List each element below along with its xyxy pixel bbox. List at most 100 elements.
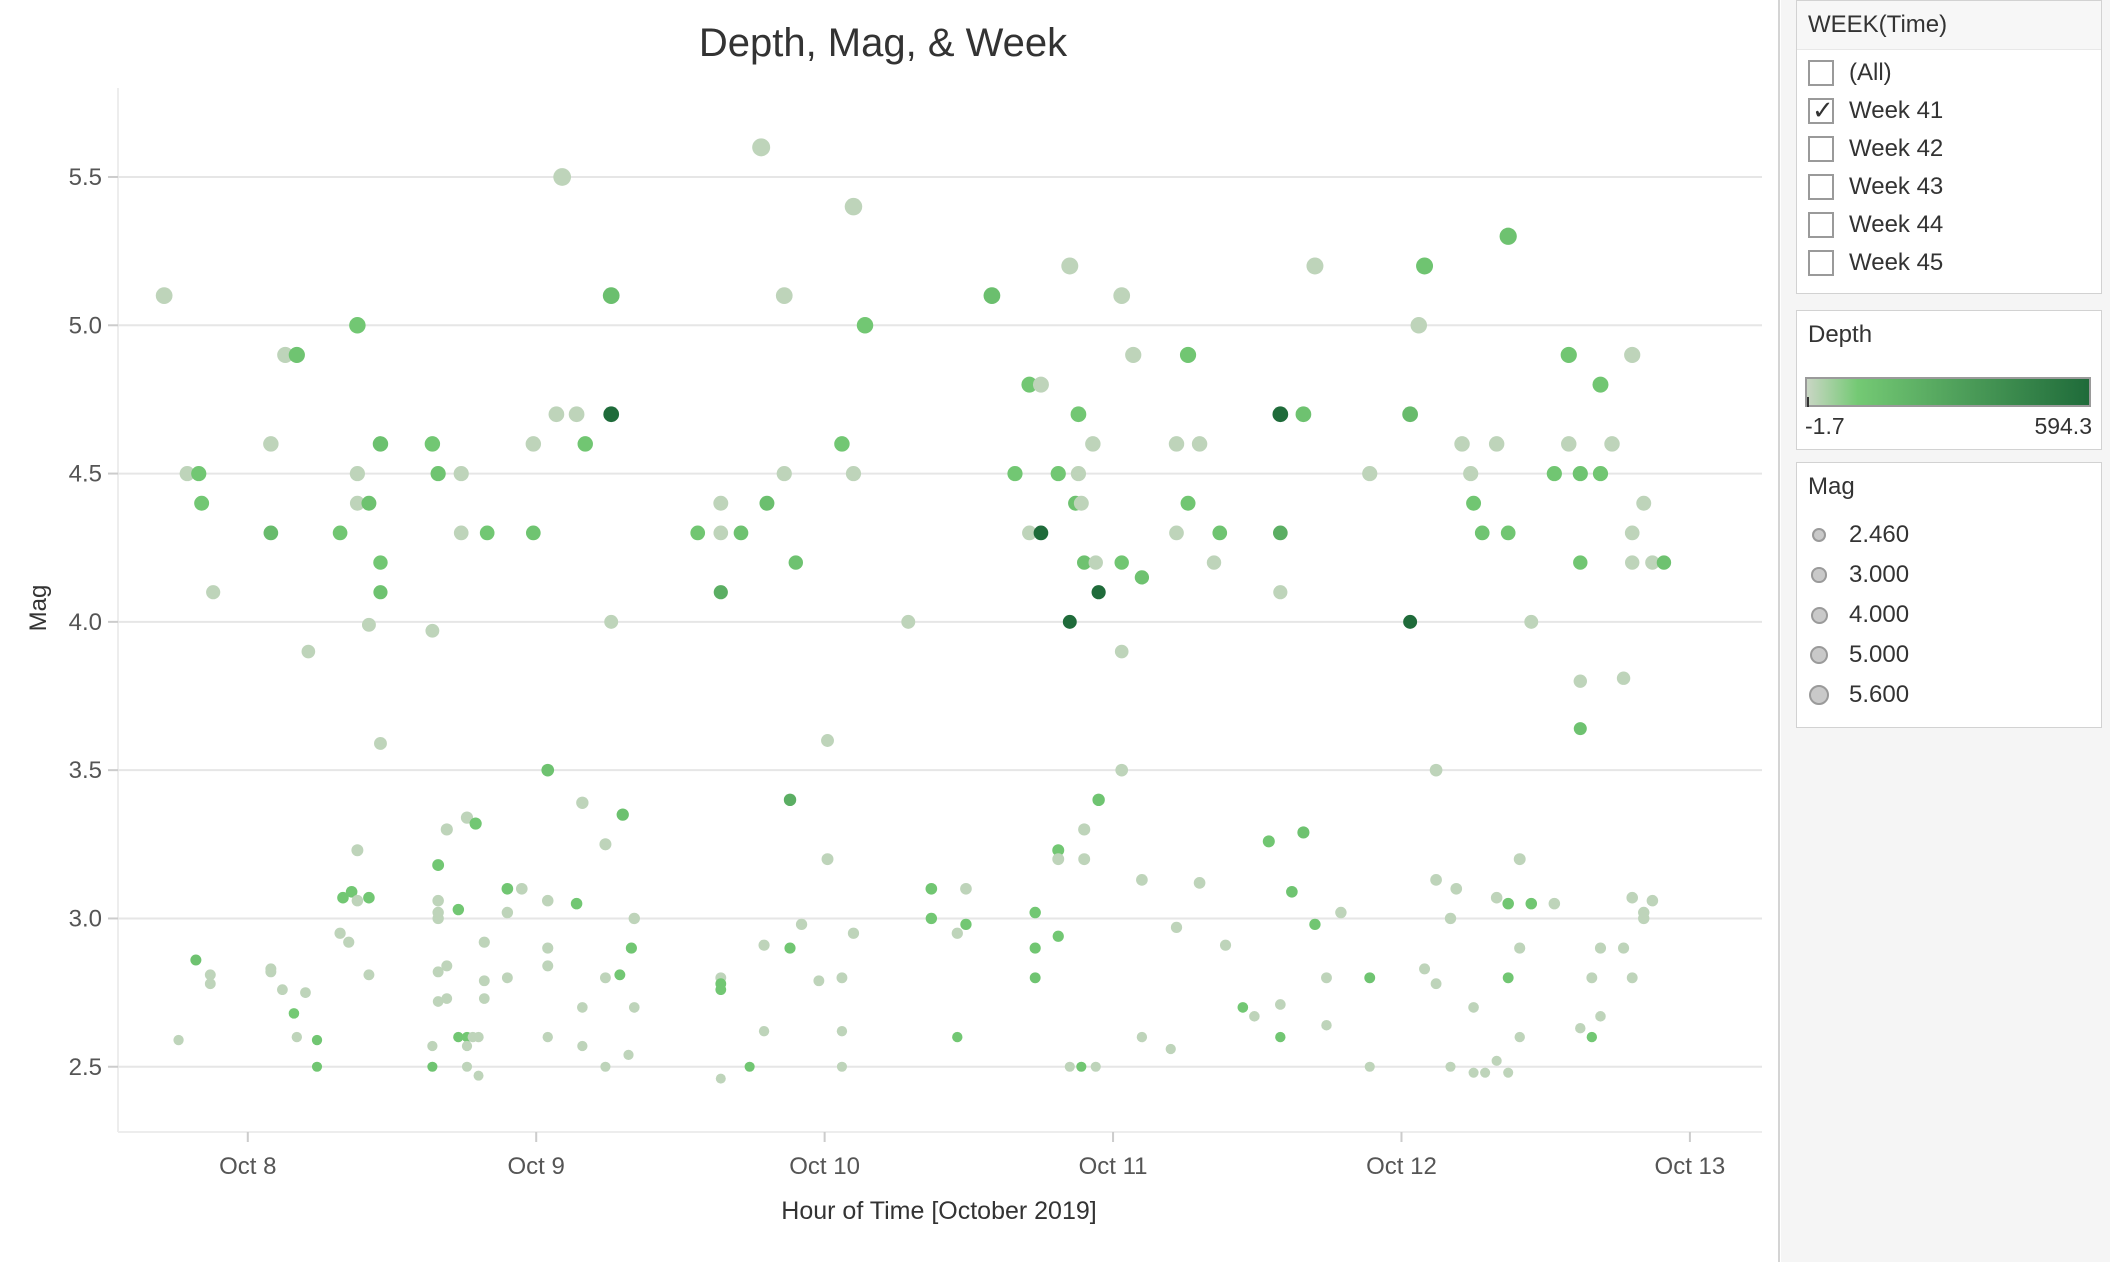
data-point — [1514, 1031, 1525, 1043]
data-point — [1165, 1043, 1176, 1055]
week-filter-option[interactable]: ✓ Week 41 — [1797, 92, 2101, 130]
checkbox[interactable] — [1808, 136, 1834, 162]
x-tick-label: Oct 12 — [1366, 1153, 1437, 1180]
week-filter-option[interactable]: Week 45 — [1797, 244, 2101, 282]
data-point — [570, 897, 583, 910]
data-point — [1592, 376, 1609, 393]
data-point — [351, 894, 364, 907]
y-tick-label: 5.0 — [69, 312, 102, 339]
data-point — [845, 465, 862, 482]
data-point — [541, 763, 555, 777]
data-point — [1656, 555, 1672, 570]
data-point — [1525, 897, 1538, 910]
data-point — [374, 737, 387, 750]
data-point — [1626, 891, 1638, 904]
data-point — [1430, 874, 1442, 886]
week-filter-label: Week 43 — [1849, 173, 1944, 200]
data-point — [263, 525, 279, 541]
checkbox[interactable] — [1808, 60, 1834, 86]
data-point — [1463, 465, 1479, 482]
data-point — [577, 1002, 588, 1013]
week-filter-option[interactable]: (All) — [1797, 54, 2101, 92]
data-point — [277, 984, 288, 996]
data-point — [453, 465, 469, 482]
data-point — [783, 793, 797, 807]
data-point — [856, 317, 874, 334]
data-point — [351, 844, 364, 857]
data-point — [204, 978, 216, 990]
data-point — [1604, 436, 1620, 452]
data-point — [715, 1073, 726, 1084]
data-point — [1573, 674, 1588, 688]
data-point — [1488, 436, 1505, 452]
mag-legend-item: 5.600 — [1797, 675, 2101, 715]
data-point — [901, 614, 916, 629]
checkbox[interactable] — [1808, 174, 1834, 200]
data-point — [1114, 555, 1129, 570]
data-point — [1466, 495, 1482, 511]
data-point — [577, 1040, 588, 1052]
week-filter-option[interactable]: Week 42 — [1797, 130, 2101, 168]
data-point — [432, 996, 444, 1007]
x-tick-label: Oct 8 — [219, 1153, 276, 1180]
data-point — [478, 936, 490, 948]
week-filter-option[interactable]: Week 43 — [1797, 168, 2101, 206]
data-point — [1502, 897, 1514, 910]
data-point — [349, 317, 366, 334]
data-point — [525, 436, 542, 452]
data-point — [206, 585, 221, 600]
data-point — [1029, 906, 1041, 919]
data-point — [277, 346, 294, 364]
data-point — [311, 1061, 323, 1072]
data-point — [542, 942, 554, 954]
data-point — [1092, 793, 1105, 807]
y-tick-label: 5.5 — [69, 164, 102, 191]
data-point — [847, 927, 860, 939]
data-point — [501, 906, 514, 919]
data-point — [1573, 722, 1587, 736]
data-point — [1445, 1061, 1456, 1072]
week-filter-card: WEEK(Time) (All) ✓ Week 41 Week 42 Week 43 We… — [1796, 0, 2102, 294]
data-point — [1500, 525, 1516, 541]
viz-area: Depth, Mag, & Week Mag Hour of Time [Oct… — [25, 0, 1780, 1262]
data-point — [432, 906, 444, 919]
data-point — [440, 823, 453, 836]
data-point — [363, 891, 375, 904]
week-filter-option[interactable]: Week 44 — [1797, 206, 2101, 244]
data-point — [432, 859, 445, 871]
data-point — [1212, 525, 1228, 541]
data-point — [361, 495, 377, 511]
data-point — [1062, 614, 1077, 629]
depth-legend-card: Depth -1.7 594.3 — [1796, 310, 2102, 450]
data-point — [478, 975, 490, 987]
checkbox[interactable] — [1808, 250, 1834, 276]
data-point — [1514, 942, 1526, 954]
data-point — [1115, 763, 1129, 777]
data-point — [1219, 939, 1232, 951]
data-point — [204, 969, 216, 981]
data-point — [1193, 877, 1206, 889]
data-point — [1364, 972, 1376, 984]
data-point — [1273, 585, 1288, 600]
data-point — [1575, 1022, 1586, 1034]
data-point — [1076, 1061, 1087, 1072]
y-tick-label: 4.0 — [69, 609, 102, 636]
data-point — [1085, 436, 1101, 452]
week-filter-label: (All) — [1849, 59, 1892, 86]
data-point — [1114, 644, 1129, 659]
data-point — [758, 1025, 770, 1037]
data-point — [776, 465, 792, 482]
data-point — [1237, 1002, 1249, 1013]
data-point — [1468, 1002, 1479, 1013]
data-point — [1491, 1055, 1502, 1066]
data-point — [361, 617, 376, 632]
data-point — [758, 939, 770, 951]
data-point — [1170, 921, 1183, 934]
data-point — [1402, 406, 1418, 423]
depth-min-label: -1.7 — [1805, 413, 1845, 439]
checkbox[interactable] — [1808, 212, 1834, 238]
data-point — [1169, 525, 1184, 541]
checkbox[interactable]: ✓ — [1808, 95, 1834, 125]
chart-title: Depth, Mag, & Week — [699, 21, 1068, 65]
data-point — [614, 969, 626, 981]
